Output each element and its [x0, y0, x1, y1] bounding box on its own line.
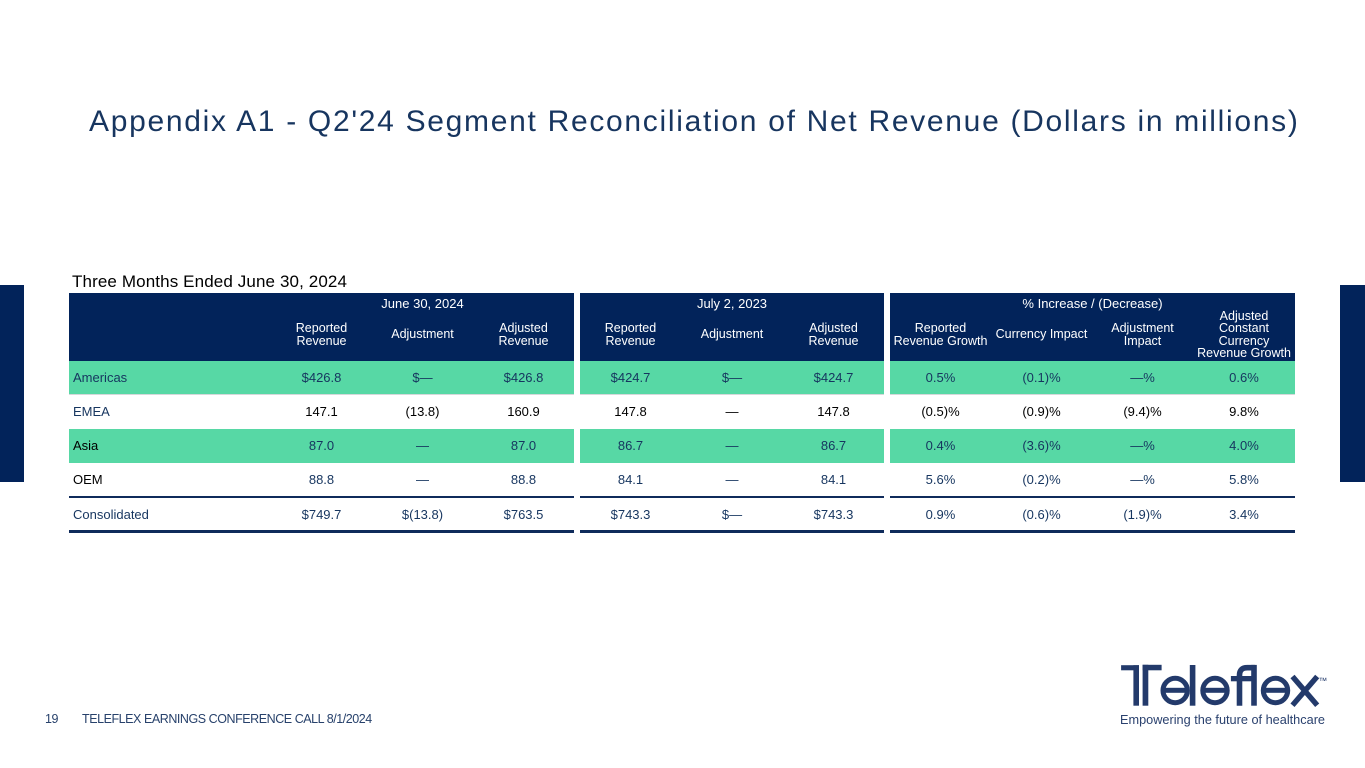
svg-text:™: ™	[1319, 676, 1328, 686]
svg-text:Empowering the future of healt: Empowering the future of healthcare	[1120, 712, 1325, 727]
